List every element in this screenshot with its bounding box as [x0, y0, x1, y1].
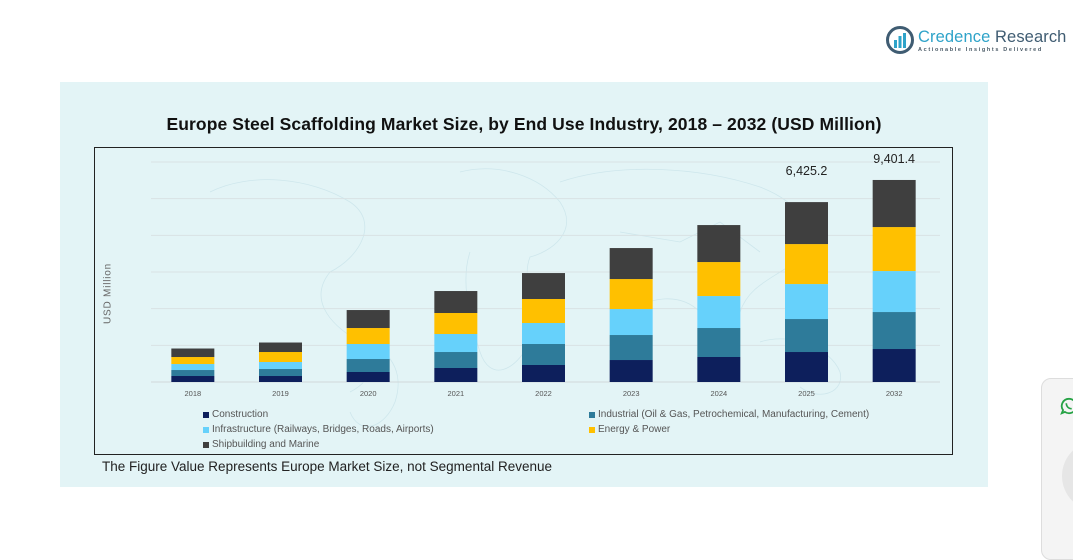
- bar-segment-2018-2[interactable]: [171, 364, 215, 371]
- legend-swatch: [203, 411, 209, 418]
- bar-segment-2032-1[interactable]: [872, 312, 916, 350]
- bar-segment-2032-2[interactable]: [872, 271, 916, 313]
- x-tick-label: 2020: [360, 389, 377, 398]
- bar-segment-2024-1[interactable]: [697, 328, 741, 357]
- legend-swatch: [203, 441, 209, 448]
- bar-segment-2021-1[interactable]: [434, 352, 478, 368]
- chart-title: Europe Steel Scaffolding Market Size, by…: [166, 114, 882, 134]
- bar-segment-2019-3[interactable]: [259, 352, 302, 363]
- data-label-2032: 9,401.4: [873, 152, 915, 166]
- legend-item-construction[interactable]: Construction: [203, 409, 268, 420]
- data-label-2025: 6,425.2: [786, 164, 828, 178]
- legend-label: Shipbuilding and Marine: [212, 439, 320, 450]
- bar-segment-2024-0[interactable]: [697, 356, 741, 382]
- chart-frame: USD Million 2018 2019 2020 2021 2022 2023 2024…: [94, 147, 953, 455]
- bar-segment-2023-3[interactable]: [609, 279, 653, 310]
- bar-segment-2018-1[interactable]: [171, 370, 215, 377]
- x-tick-label: 2023: [623, 389, 640, 398]
- legend-label: Industrial (Oil & Gas, Petrochemical, Ma…: [598, 409, 870, 420]
- x-tick-label: 2018: [184, 389, 201, 398]
- bar-segment-2024-4[interactable]: [697, 225, 741, 263]
- bar-segment-2021-4[interactable]: [434, 291, 478, 314]
- bar-segment-2032-3[interactable]: [872, 227, 916, 272]
- bar-segment-2032-4[interactable]: [872, 179, 916, 228]
- brand-tagline: Actionable Insights Delivered: [918, 46, 1043, 53]
- x-tick-label: 2024: [710, 389, 727, 398]
- bar-segment-2023-2[interactable]: [609, 309, 653, 336]
- x-tick-label: 2022: [535, 389, 552, 398]
- x-tick-label: 2025: [798, 389, 815, 398]
- legend-item-shipbuilding-marine[interactable]: Shipbuilding and Marine: [203, 439, 319, 450]
- bar-segment-2020-1[interactable]: [346, 359, 390, 373]
- bar-segment-2022-0[interactable]: [522, 365, 565, 382]
- bar-segment-2019-2[interactable]: [259, 362, 302, 370]
- chart-panel: Europe Steel Scaffolding Market Size, by…: [60, 82, 988, 487]
- bar-segment-2025-4[interactable]: [785, 202, 828, 245]
- bar-segment-2021-3[interactable]: [434, 313, 478, 335]
- legend-label: Energy & Power: [598, 424, 671, 435]
- bar-chart-logo-icon: [886, 26, 914, 54]
- legend-swatch: [589, 426, 595, 433]
- bar-segment-2023-4[interactable]: [609, 248, 653, 280]
- legend-item-industrial[interactable]: Industrial (Oil & Gas, Petrochemical, Ma…: [589, 409, 869, 420]
- brand-name-part2: Research: [990, 27, 1067, 46]
- bar-segment-2020-2[interactable]: [346, 344, 390, 360]
- bar-segment-2018-0[interactable]: [171, 376, 215, 382]
- brand-name: Credence Research: [918, 28, 1066, 46]
- bar-segment-2019-0[interactable]: [259, 376, 302, 382]
- x-tick-label: 2032: [886, 389, 903, 398]
- chart-footnote: The Figure Value Represents Europe Marke…: [102, 459, 552, 474]
- bar-segment-2025-3[interactable]: [785, 244, 828, 285]
- bar-segment-2032-0[interactable]: [872, 349, 916, 382]
- legend-swatch: [203, 426, 209, 433]
- bar-segment-2018-4[interactable]: [171, 348, 215, 358]
- brand-name-part1: Credence: [918, 27, 991, 46]
- bar-segment-2025-2[interactable]: [785, 284, 828, 320]
- bar-segment-2019-1[interactable]: [259, 369, 302, 377]
- legend-swatch: [589, 411, 595, 418]
- bar-segment-2022-2[interactable]: [522, 323, 565, 345]
- chat-avatar[interactable]: [1062, 441, 1073, 511]
- bar-segment-2025-0[interactable]: [785, 352, 828, 382]
- bar-segment-2020-0[interactable]: [346, 372, 390, 382]
- bar-segment-2022-1[interactable]: [522, 344, 565, 366]
- credence-research-logo[interactable]: Credence Research Actionable Insights De…: [886, 24, 1066, 56]
- whatsapp-icon[interactable]: [1060, 397, 1073, 415]
- legend-label: Construction: [212, 409, 269, 420]
- bar-segment-2018-3[interactable]: [171, 357, 215, 365]
- legend-item-energy-power[interactable]: Energy & Power: [589, 424, 670, 435]
- bar-segment-2021-0[interactable]: [434, 368, 478, 382]
- legend-item-infrastructure[interactable]: Infrastructure (Railways, Bridges, Roads…: [203, 424, 434, 435]
- bar-segment-2020-3[interactable]: [346, 328, 390, 345]
- bar-segment-2025-1[interactable]: [785, 319, 828, 353]
- bar-segment-2023-0[interactable]: [609, 360, 653, 382]
- bar-segment-2024-3[interactable]: [697, 262, 741, 297]
- legend-label: Infrastructure (Railways, Bridges, Roads…: [212, 424, 434, 435]
- x-tick-label: 2019: [272, 389, 289, 398]
- x-tick-label: 2021: [447, 389, 464, 398]
- bar-segment-2023-1[interactable]: [609, 335, 653, 361]
- bar-segment-2020-4[interactable]: [346, 310, 390, 329]
- bar-segment-2021-2[interactable]: [434, 334, 478, 353]
- bar-segment-2019-4[interactable]: [259, 342, 302, 353]
- bar-segment-2022-3[interactable]: [522, 299, 565, 324]
- plot-area: 2018 2019 2020 2021 2022 2023 2024 2025 6,425.2 2…: [151, 152, 940, 398]
- chat-widget[interactable]: [1041, 378, 1073, 560]
- bar-segment-2022-4[interactable]: [522, 273, 565, 300]
- bar-segment-2024-2[interactable]: [697, 296, 741, 329]
